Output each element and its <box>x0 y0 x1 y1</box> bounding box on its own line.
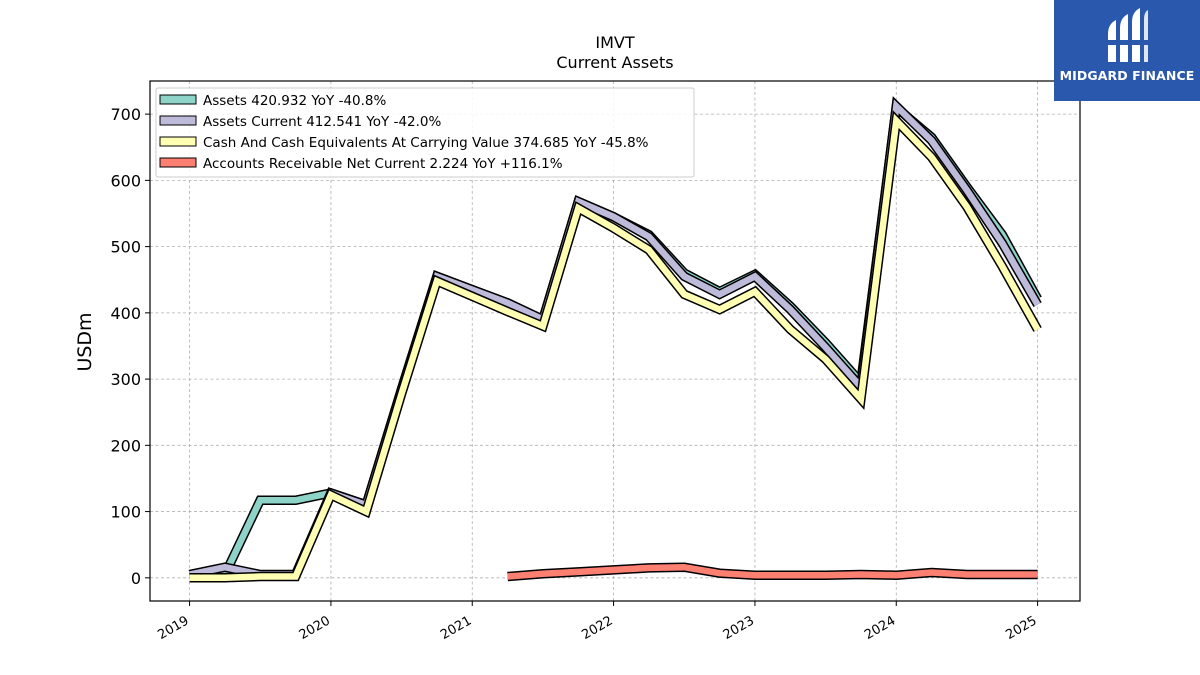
legend-swatch-cash <box>159 136 197 147</box>
legend-box <box>155 87 695 178</box>
y-axis-label: USDm <box>74 312 96 371</box>
y-tick-label: 700 <box>110 105 141 124</box>
legend-label-cash: Cash And Cash Equivalents At Carrying Va… <box>203 135 649 151</box>
series-lines <box>188 96 1042 583</box>
y-axis-ticks: 0 100 200 300 400 500 600 700 <box>110 105 150 588</box>
x-tick-label: 2023 <box>721 613 757 643</box>
y-tick-label: 300 <box>110 370 141 389</box>
x-tick-label: 2020 <box>297 613 333 643</box>
y-tick-label: 600 <box>110 171 141 190</box>
x-tick-label: 2024 <box>862 613 898 643</box>
brand-logo: MIDGARD FINANCE <box>1054 0 1200 101</box>
y-tick-label: 200 <box>110 436 141 455</box>
series-outline-2 <box>189 110 1042 583</box>
y-tick-label: 500 <box>110 238 141 257</box>
x-tick-label: 2025 <box>1003 613 1039 643</box>
plot-frame <box>149 80 1081 602</box>
midgard-logo-icon <box>1108 8 1148 62</box>
y-tick-label: 0 <box>131 569 141 588</box>
legend-label-receivable: Accounts Receivable Net Current 2.224 Yo… <box>203 156 563 172</box>
x-tick-label: 2019 <box>155 613 191 643</box>
x-tick-label: 2021 <box>438 613 474 643</box>
legend-label-assets-current: Assets Current 412.541 YoY -42.0% <box>203 114 442 130</box>
legend-label-assets: Assets 420.932 YoY -40.8% <box>203 93 387 109</box>
x-axis-ticks: 2019 2020 2021 2022 2023 2024 2025 <box>155 601 1040 643</box>
legend-swatch-assets-current <box>159 115 197 126</box>
y-tick-label: 400 <box>110 304 141 323</box>
chart-title: IMVT <box>595 33 634 52</box>
legend-swatch-receivable <box>159 157 197 168</box>
chart-subtitle: Current Assets <box>556 53 673 72</box>
legend: Assets 420.932 YoY -40.8% Assets Current… <box>155 87 695 178</box>
y-tick-label: 100 <box>110 503 141 522</box>
series-line-2 <box>189 113 1041 582</box>
x-tick-label: 2022 <box>579 613 615 643</box>
brand-name: MIDGARD FINANCE <box>1059 68 1195 83</box>
series-line-3 <box>507 563 1038 580</box>
legend-swatch-assets <box>159 94 197 105</box>
